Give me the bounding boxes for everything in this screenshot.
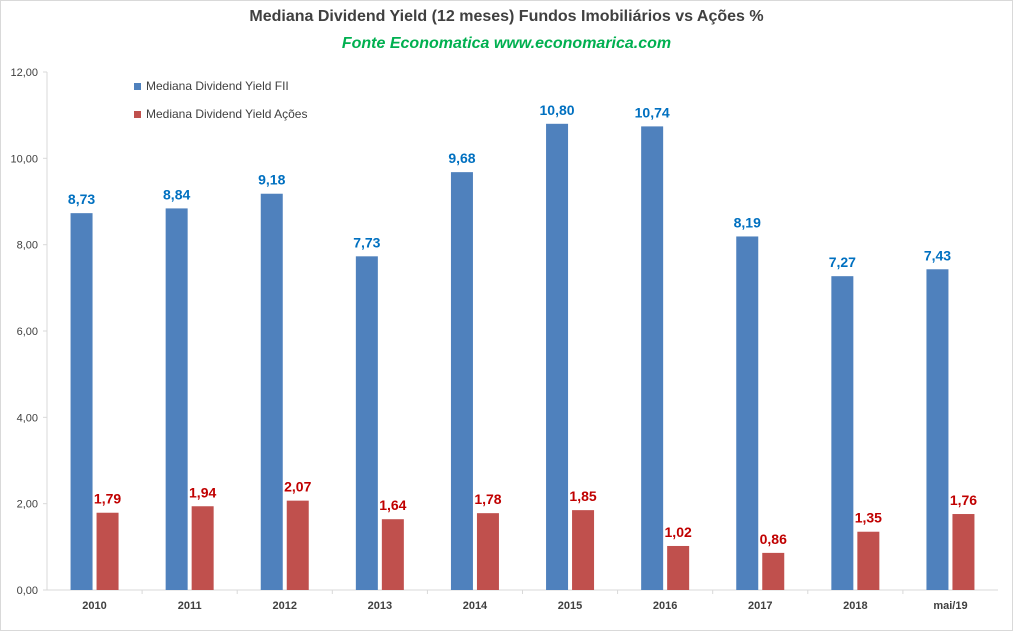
bar-fii <box>926 269 949 590</box>
chart-title: Mediana Dividend Yield (12 meses) Fundos… <box>249 8 764 25</box>
data-label-acoes: 1,79 <box>94 491 121 507</box>
data-label-fii: 8,19 <box>734 214 761 230</box>
y-tick-label: 10,00 <box>10 153 38 165</box>
x-tick-label: 2017 <box>748 600 772 612</box>
bar-acoes <box>667 545 690 590</box>
data-label-acoes: 1,94 <box>189 484 216 500</box>
x-tick-label: 2013 <box>368 600 392 612</box>
x-tick-label: 2011 <box>178 600 202 612</box>
legend-swatch <box>134 111 141 118</box>
data-label-fii: 8,84 <box>163 186 190 202</box>
data-label-acoes: 1,02 <box>665 524 692 540</box>
bar-acoes <box>762 552 785 590</box>
data-labels: 8,73 1,79 8,84 1,94 9,18 2,07 7,73 1,64 9,68 1,78… <box>68 102 977 547</box>
bar-acoes <box>572 510 595 590</box>
y-tick-label: 12,00 <box>10 67 38 79</box>
bar-fii <box>260 193 283 591</box>
legend-label: Mediana Dividend Yield Ações <box>146 107 307 121</box>
x-tick-label: 2010 <box>82 600 106 612</box>
data-label-fii: 10,80 <box>540 102 575 118</box>
y-tick-label: 8,00 <box>17 240 38 252</box>
bar-fii <box>450 172 473 590</box>
data-label-acoes: 1,85 <box>569 488 596 504</box>
bar-acoes <box>476 513 499 590</box>
data-label-fii: 9,18 <box>258 172 285 188</box>
data-label-acoes: 1,35 <box>855 510 882 526</box>
x-tick-label: 2015 <box>558 600 582 612</box>
x-tick-label: 2018 <box>843 600 867 612</box>
bar-fii <box>546 123 569 591</box>
x-tick-label: 2014 <box>463 600 488 612</box>
legend-swatch <box>134 83 141 90</box>
bar-acoes <box>381 519 404 590</box>
bar-acoes <box>857 531 880 590</box>
bar-acoes <box>96 512 119 590</box>
x-tick-label: 2012 <box>273 600 297 612</box>
bars <box>70 123 975 591</box>
bar-acoes <box>286 500 309 590</box>
data-label-acoes: 2,07 <box>284 479 311 495</box>
bar-fii <box>165 208 188 590</box>
legend-label: Mediana Dividend Yield FII <box>146 79 289 93</box>
data-label-fii: 9,68 <box>448 150 475 166</box>
bar-acoes <box>952 514 975 590</box>
legend: Mediana Dividend Yield FII Mediana Divide… <box>134 79 307 121</box>
y-tick-label: 2,00 <box>17 499 38 511</box>
data-label-acoes: 0,86 <box>760 531 787 547</box>
y-axis: 0,00 2,00 4,00 6,00 8,00 10,00 12,00 <box>10 67 48 597</box>
y-tick-label: 4,00 <box>17 412 38 424</box>
bar-fii <box>736 236 759 590</box>
data-label-acoes: 1,78 <box>474 491 501 507</box>
bar-fii <box>641 126 664 590</box>
data-label-acoes: 1,76 <box>950 492 977 508</box>
data-label-fii: 7,73 <box>353 234 380 250</box>
bar-acoes <box>191 506 214 590</box>
x-tick-label: mai/19 <box>933 600 967 612</box>
x-tick-label: 2016 <box>653 600 677 612</box>
y-tick-label: 0,00 <box>17 585 38 597</box>
data-label-acoes: 1,64 <box>379 497 406 513</box>
bar-fii <box>355 256 378 590</box>
chart-subtitle: Fonte Economatica www.economarica.com <box>341 35 672 52</box>
x-axis: 2010 2011 2012 2013 2014 2015 2016 2017 2018 mai/… <box>47 589 998 612</box>
data-label-fii: 7,43 <box>924 247 951 263</box>
bar-fii <box>831 276 854 590</box>
data-label-fii: 7,27 <box>829 254 856 270</box>
data-label-fii: 8,73 <box>68 191 95 207</box>
bar-fii <box>70 213 93 590</box>
data-label-fii: 10,74 <box>635 104 670 120</box>
y-tick-label: 6,00 <box>17 326 38 338</box>
